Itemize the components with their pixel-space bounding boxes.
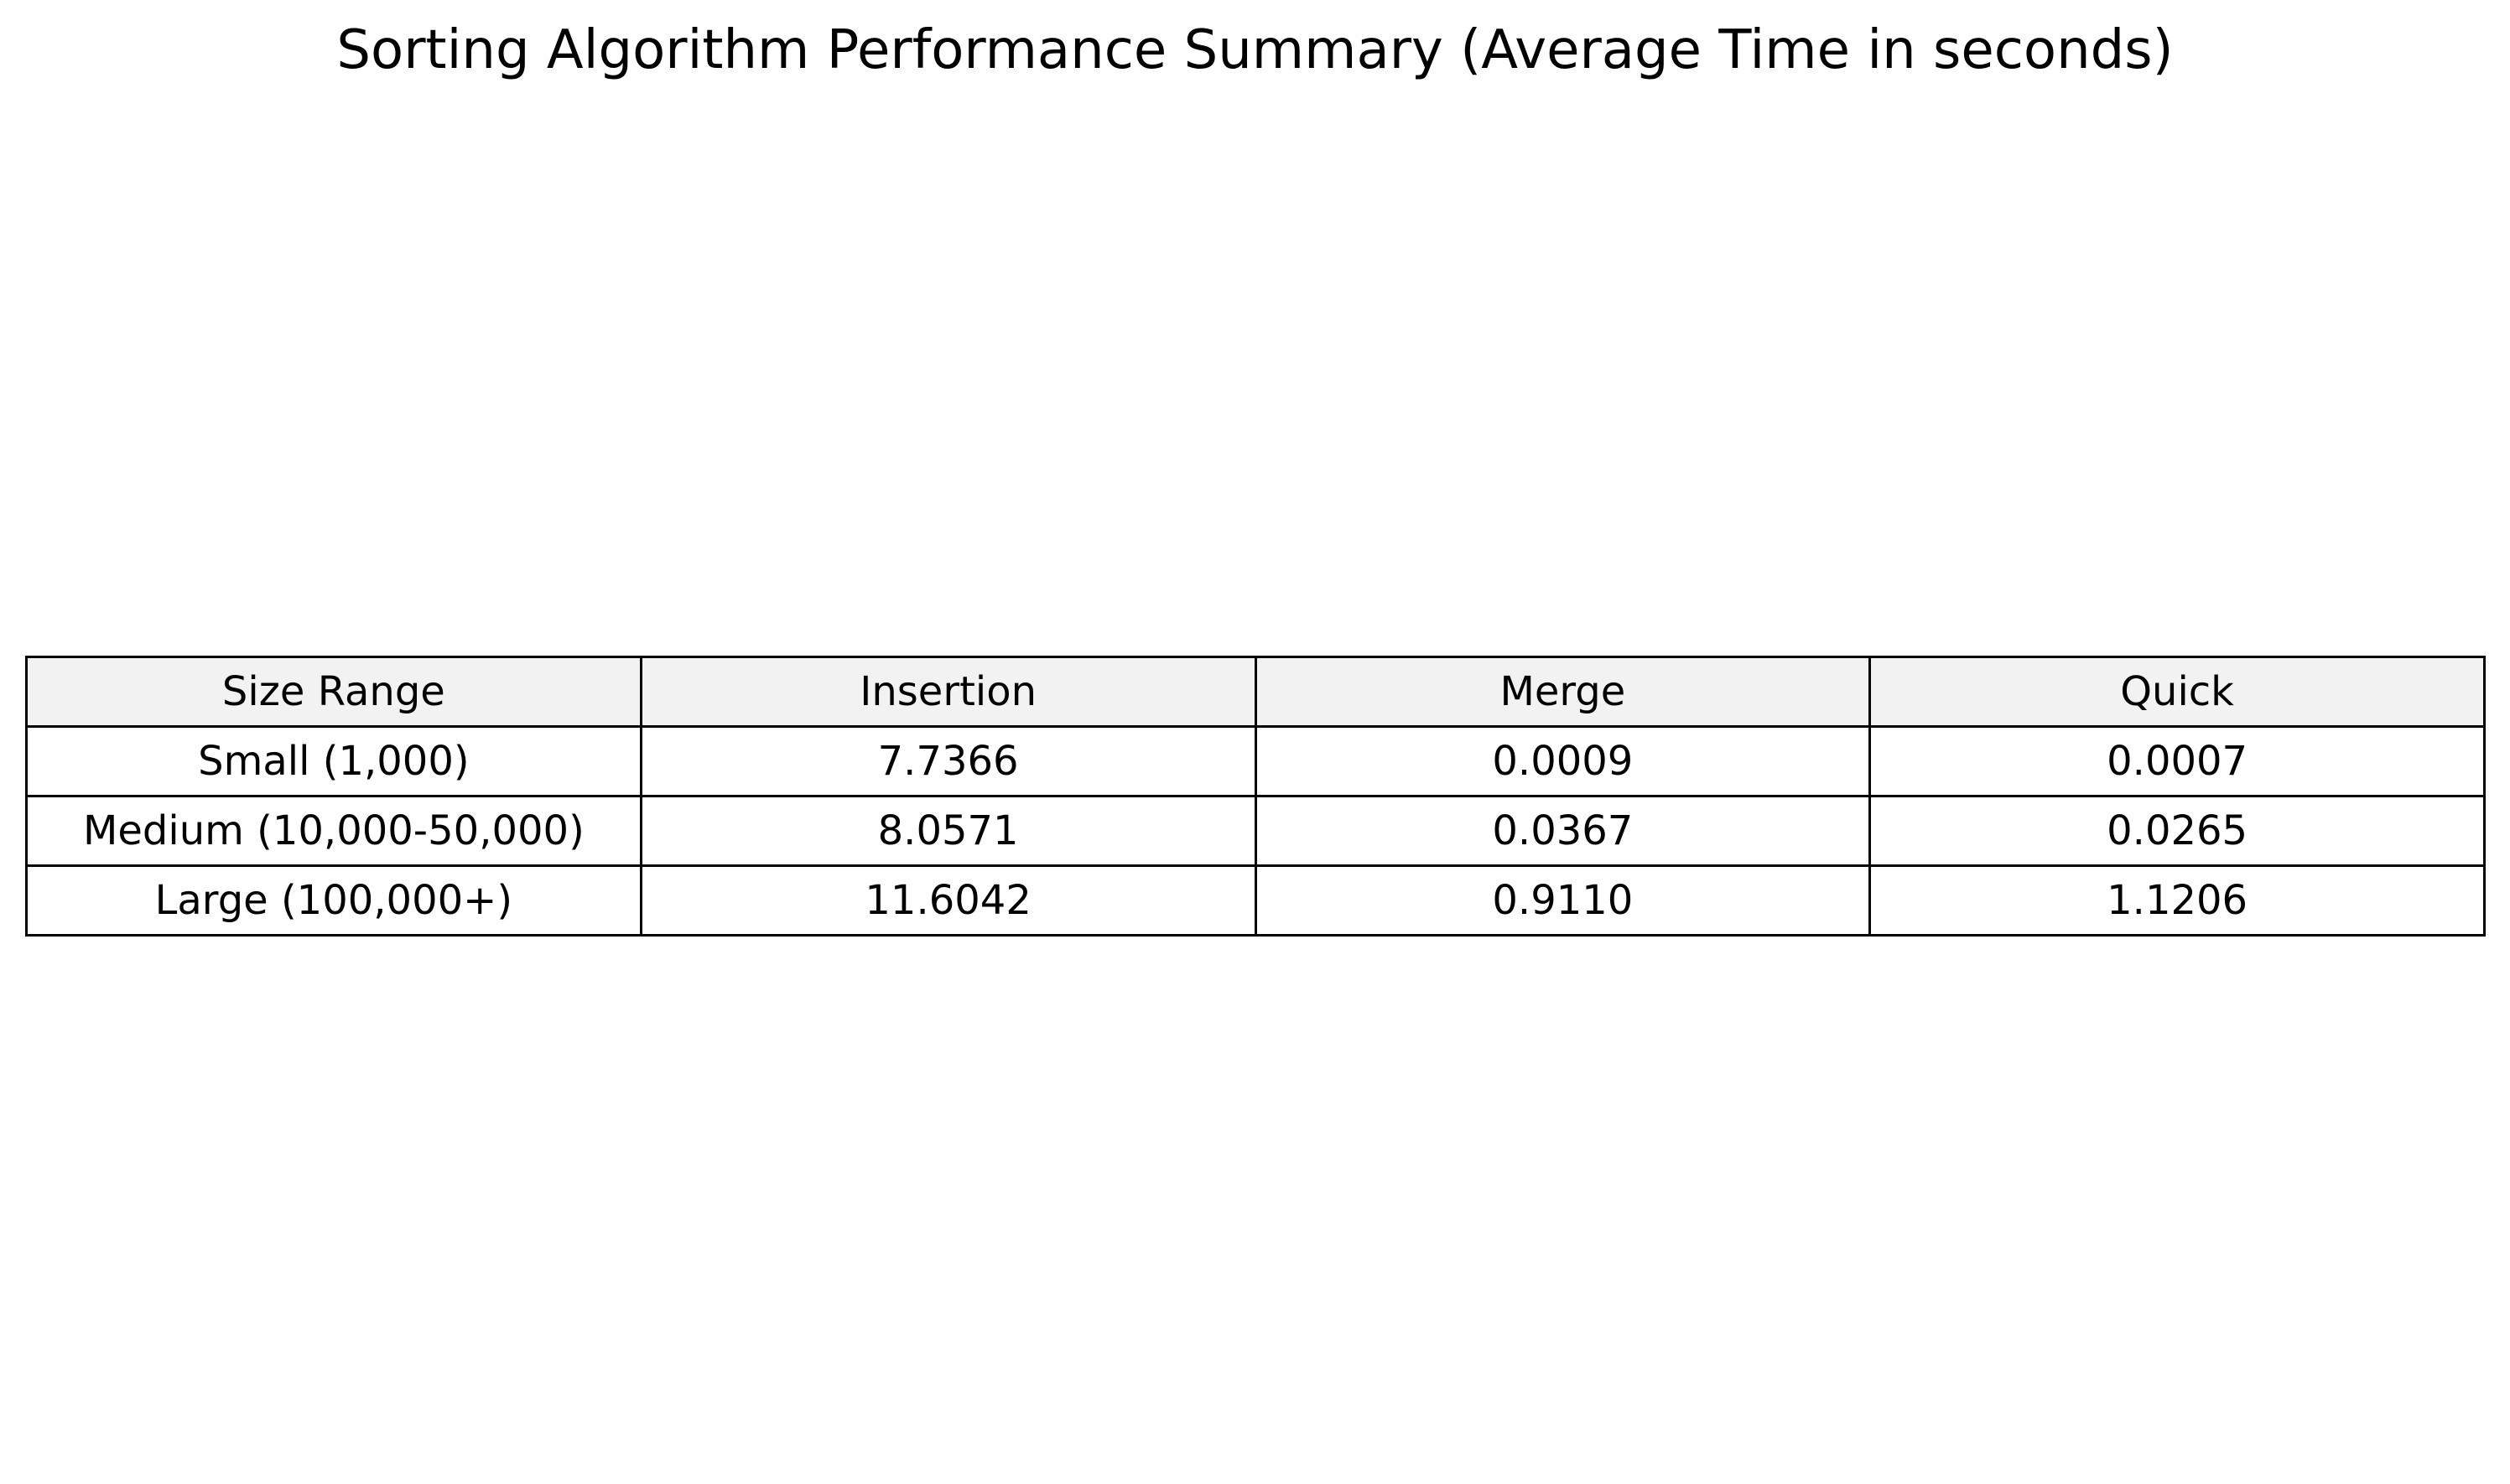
cell-insertion: 8.0571 [639,795,1257,867]
cell-size-range: Small (1,000) [25,725,642,797]
cell-size-range: Medium (10,000-50,000) [25,795,642,867]
table-row: Large (100,000+) 11.6042 0.9110 1.1206 [25,864,2486,937]
table-row: Medium (10,000-50,000) 8.0571 0.0367 0.0… [25,795,2486,867]
cell-merge: 0.0009 [1254,725,1872,797]
header-quick: Quick [1868,656,2486,728]
table-header-row: Size Range Insertion Merge Quick [25,656,2486,728]
cell-insertion: 11.6042 [639,864,1257,937]
cell-merge: 0.9110 [1254,864,1872,937]
chart-title: Sorting Algorithm Performance Summary (A… [336,19,2174,81]
cell-quick: 0.0007 [1868,725,2486,797]
cell-size-range: Large (100,000+) [25,864,642,937]
header-size-range: Size Range [25,656,642,728]
header-merge: Merge [1254,656,1872,728]
cell-quick: 0.0265 [1868,795,2486,867]
cell-quick: 1.1206 [1868,864,2486,937]
performance-table: Size Range Insertion Merge Quick Small (… [25,656,2486,937]
header-insertion: Insertion [639,656,1257,728]
cell-merge: 0.0367 [1254,795,1872,867]
cell-insertion: 7.7366 [639,725,1257,797]
table-row: Small (1,000) 7.7366 0.0009 0.0007 [25,725,2486,797]
